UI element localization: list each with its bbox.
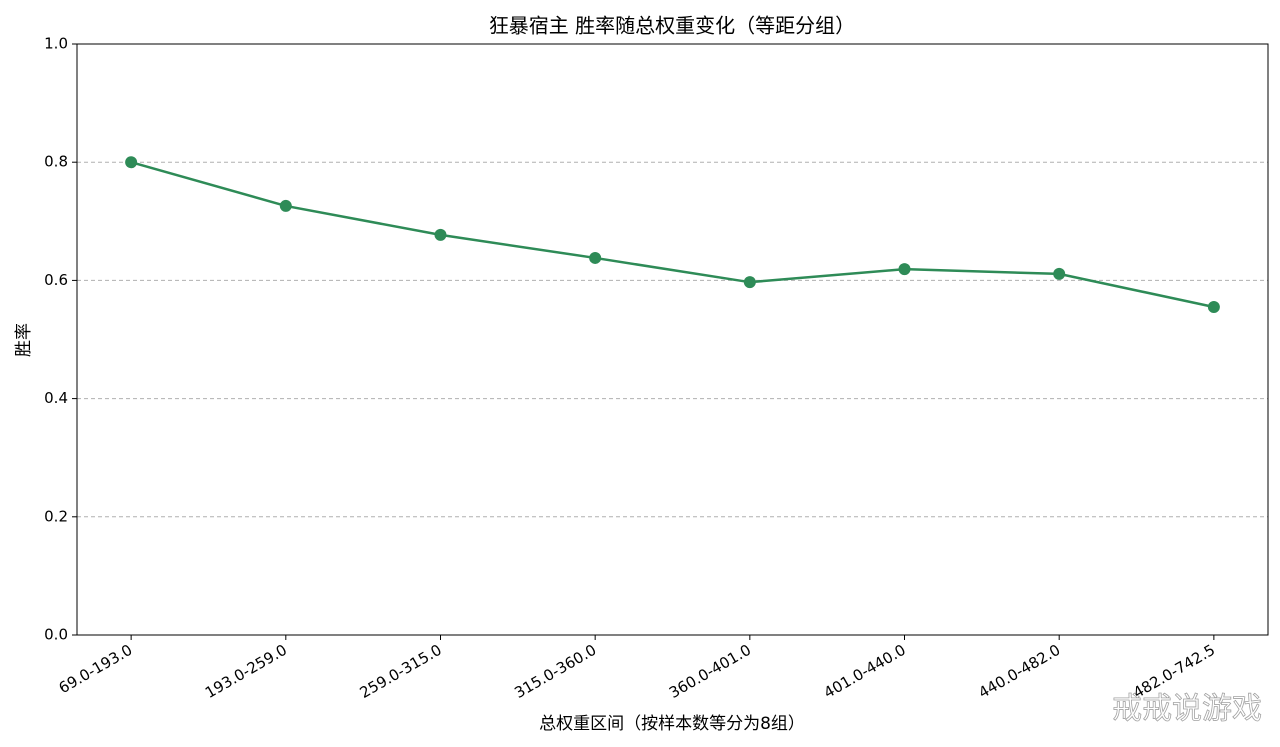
- x-tick-label: 69.0-193.0: [56, 641, 136, 697]
- marker: [1207, 300, 1220, 313]
- y-tick-label: 0.8: [44, 153, 68, 171]
- marker: [898, 263, 911, 276]
- chart-title: 狂暴宿主 胜率随总权重变化（等距分组）: [489, 14, 855, 38]
- y-tick-label: 0.4: [44, 389, 68, 407]
- y-tick-label: 0.6: [44, 271, 68, 289]
- watermark: 戒戒说游戏: [1112, 692, 1262, 727]
- marker: [434, 228, 447, 241]
- x-tick-label: 440.0-482.0: [975, 641, 1063, 702]
- x-tick-label: 401.0-440.0: [821, 641, 909, 702]
- x-tick-label: 259.0-315.0: [357, 641, 445, 702]
- marker: [1053, 267, 1066, 280]
- y-tick-label: 1.0: [44, 35, 68, 53]
- x-tick-label: 360.0-401.0: [666, 641, 754, 702]
- marker: [125, 156, 138, 169]
- y-tick-label: 0.0: [44, 626, 68, 644]
- y-axis-label: 胜率: [14, 323, 34, 357]
- marker: [743, 276, 756, 289]
- plot-frame: [76, 43, 1269, 636]
- x-axis-label: 总权重区间（按样本数等分为8组）: [539, 714, 805, 734]
- x-tick-label: 315.0-360.0: [511, 641, 599, 702]
- y-tick-label: 0.2: [44, 507, 68, 525]
- line: [130, 160, 1215, 309]
- marker: [589, 251, 602, 264]
- marker: [279, 199, 292, 212]
- x-tick-label: 193.0-259.0: [202, 641, 290, 702]
